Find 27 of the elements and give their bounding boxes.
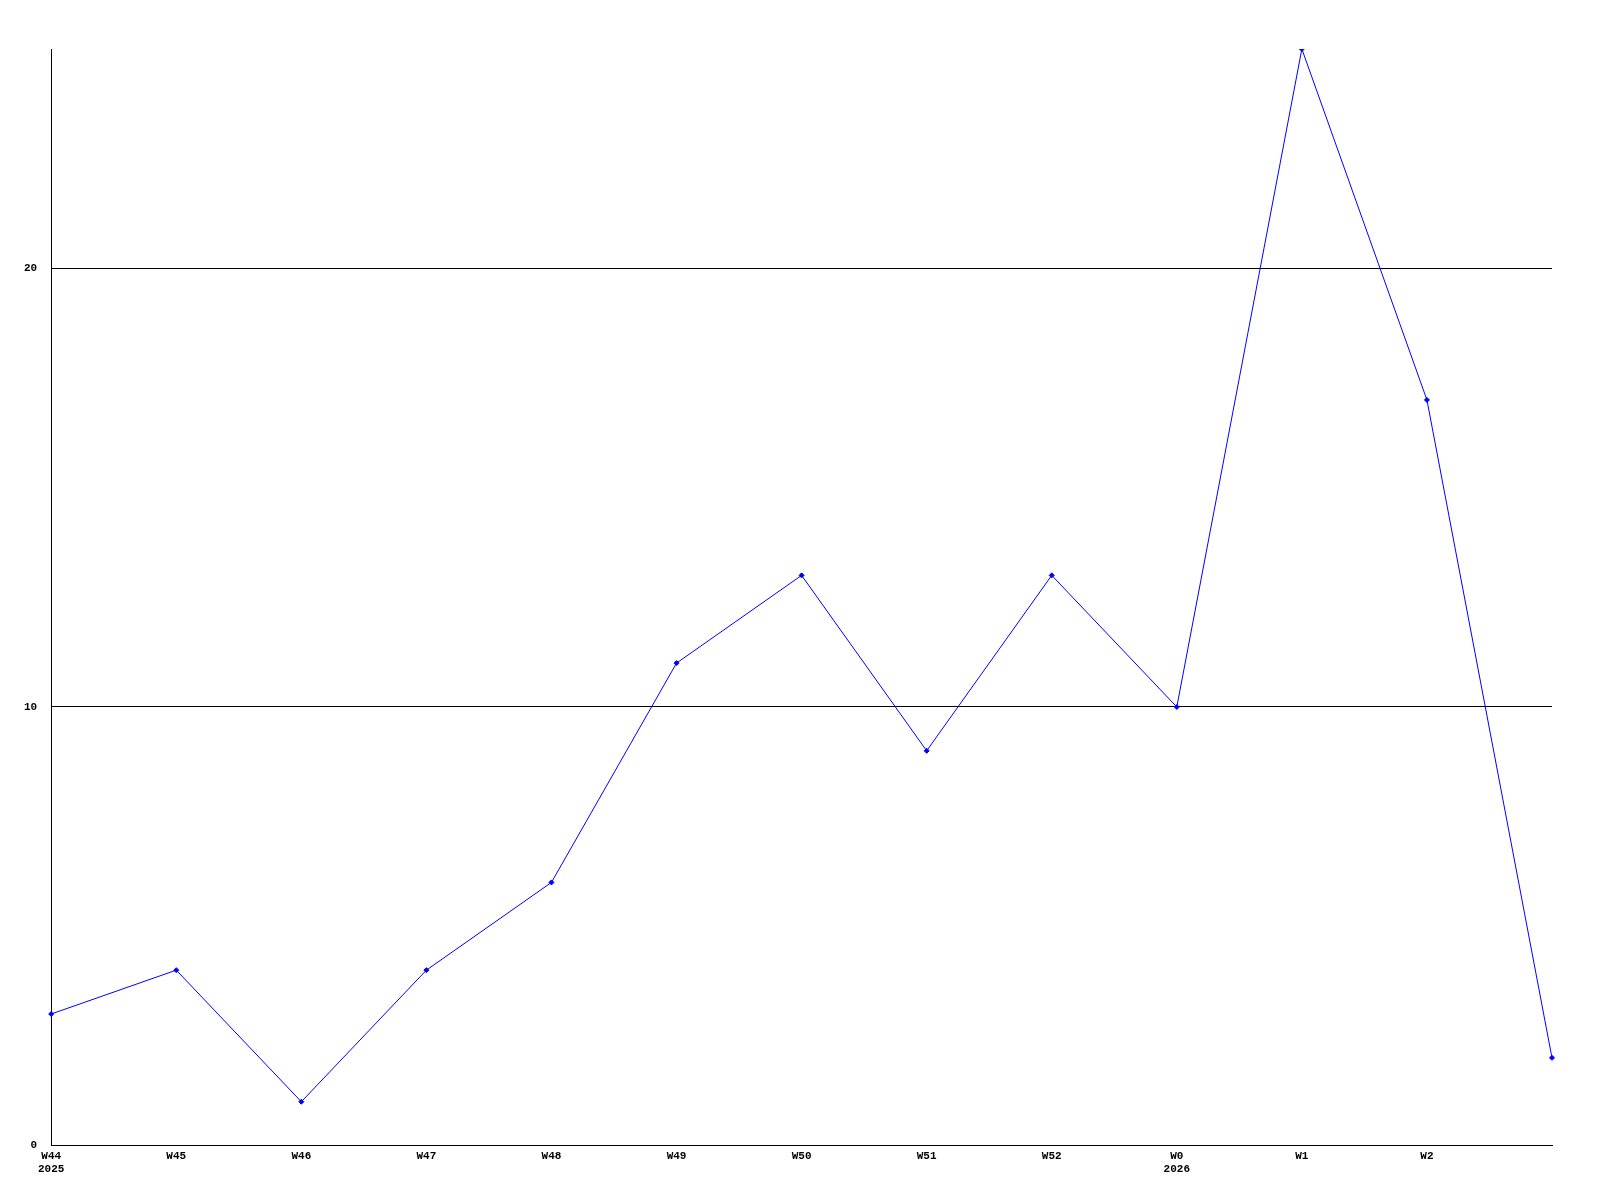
point (1173, 703, 1180, 710)
x-tick-label: W47 (416, 1149, 437, 1162)
y-tick-label: 10 (24, 700, 38, 713)
x-tick-label: W48 (541, 1149, 562, 1162)
point (1423, 396, 1430, 403)
point (298, 1098, 305, 1105)
point (798, 572, 805, 579)
x-tick-label: W1 (1295, 1149, 1309, 1162)
point (673, 660, 680, 667)
point (423, 967, 430, 974)
y-tick-label: 0 (30, 1139, 38, 1152)
x-tick-label: W49 (666, 1149, 687, 1162)
x-tick-label: W50 (791, 1149, 812, 1162)
point (1048, 572, 1055, 579)
x-tick-label: W0 2026 (1163, 1149, 1190, 1176)
x-tick-label: W45 (166, 1149, 187, 1162)
x-tick-label: W46 (291, 1149, 312, 1162)
point (923, 747, 930, 754)
point (1549, 1054, 1555, 1061)
point (48, 1011, 55, 1018)
x-tick-label: W52 (1041, 1149, 1062, 1162)
point (548, 879, 555, 886)
x-tick-label: W2 (1420, 1149, 1434, 1162)
point (173, 967, 180, 974)
x-tick-label: W44 2025 (38, 1149, 65, 1176)
y-tick-label: 20 (24, 262, 38, 275)
x-tick-label: W51 (916, 1149, 937, 1162)
